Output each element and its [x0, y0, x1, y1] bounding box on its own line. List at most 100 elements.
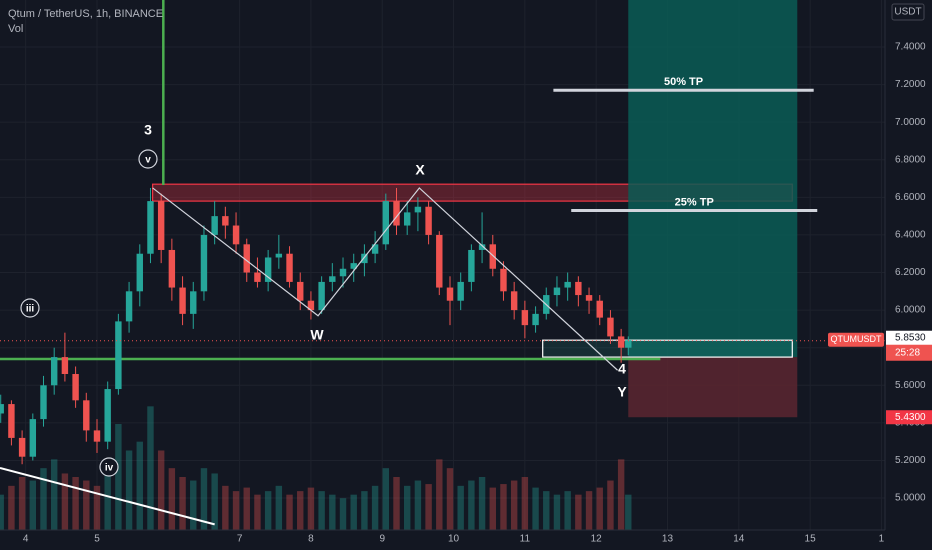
candle-body	[93, 430, 101, 442]
y-tick-label: 6.4000	[895, 230, 926, 241]
zone	[542, 339, 793, 358]
volume-bar	[286, 494, 293, 530]
wave-label: 4	[618, 361, 626, 377]
candle-body	[29, 419, 37, 457]
currency[interactable]: USDT	[894, 7, 921, 18]
candle-body	[403, 212, 411, 226]
volume-label: Vol	[8, 23, 23, 35]
candle-body	[18, 437, 26, 457]
x-tick-label: 5	[94, 534, 100, 545]
candle-body	[222, 216, 229, 226]
volume-bar	[350, 494, 357, 530]
volume-bar	[8, 485, 15, 530]
candle-body	[564, 281, 571, 288]
price-tag-label: 5.4300	[895, 412, 926, 423]
volume-bar	[18, 477, 26, 530]
candle-body	[243, 244, 250, 273]
candle-body	[382, 201, 390, 245]
candle-body	[414, 206, 422, 213]
volume-bar	[61, 473, 69, 530]
volume-bar	[157, 450, 165, 530]
volume-bar	[50, 459, 58, 530]
wave-zigzag	[152, 187, 618, 371]
volume-bar	[297, 491, 304, 530]
price-tag	[886, 330, 932, 345]
volume-bar	[436, 459, 443, 530]
volume-bar	[500, 484, 507, 530]
y-tick-label: 6.8000	[895, 154, 926, 165]
x-tick-label: 12	[591, 534, 603, 545]
volume-bar	[457, 485, 464, 530]
volume-bar	[115, 424, 122, 530]
price-tag	[886, 410, 932, 425]
wave-label: X	[415, 162, 425, 178]
candle-body	[275, 253, 283, 258]
x-tick-label: 9	[379, 534, 385, 545]
candle-body	[318, 281, 325, 311]
volume-bar	[179, 477, 186, 530]
volume-bar	[489, 487, 496, 530]
candle-body	[147, 201, 154, 254]
volume-bar	[190, 480, 197, 530]
candle-body	[125, 291, 133, 322]
x-tick-label: 11	[520, 534, 531, 545]
currency-box[interactable]	[891, 3, 925, 21]
y-tick-label: 6.0000	[895, 305, 926, 316]
x-tick-label: 10	[448, 534, 460, 545]
y-tick-label: 7.2000	[895, 79, 926, 90]
candle-body	[371, 244, 379, 254]
volume-bar	[521, 477, 529, 530]
volume-bar	[625, 494, 632, 530]
y-tick-label: 5.2000	[895, 455, 926, 466]
candle-body	[339, 268, 347, 277]
volume-bar	[414, 480, 422, 530]
candle-body	[232, 225, 240, 245]
wave-label: Y	[617, 384, 627, 400]
y-tick-label: 7.4000	[895, 42, 926, 53]
volume-bar	[104, 459, 111, 530]
symbol-tag	[828, 332, 884, 347]
volume-bar	[93, 485, 101, 530]
countdown: 25:28	[895, 347, 920, 358]
candle-body	[521, 310, 529, 326]
candle-body	[478, 244, 486, 250]
y-tick-label: 5.0000	[895, 493, 926, 504]
volume-bar	[382, 468, 390, 530]
candle-body	[553, 287, 561, 296]
candle-body	[393, 201, 400, 226]
candle-body	[585, 295, 593, 301]
candle-body	[625, 340, 632, 348]
zone	[628, 357, 798, 418]
target-label: 50% TP	[664, 76, 703, 88]
volume-bar	[168, 468, 176, 530]
candle-body	[617, 336, 625, 348]
wave-label: W	[310, 327, 324, 343]
x-tick-label: 14	[733, 534, 745, 545]
candle-body	[286, 253, 293, 282]
volume-bar	[553, 494, 561, 530]
volume-bar	[232, 491, 240, 530]
wave-circle	[20, 298, 40, 318]
price-tag-label: 5.8530	[895, 332, 926, 343]
candle-body	[40, 385, 47, 420]
volume-bar	[446, 468, 454, 530]
candle-body	[50, 357, 58, 386]
candle-body	[179, 287, 186, 314]
volume-bar	[532, 487, 539, 530]
volume-bar	[596, 487, 603, 530]
volume-bar	[72, 477, 79, 530]
candle-body	[457, 281, 464, 301]
wave-label: 3	[144, 122, 152, 138]
y-tick-label: 6.6000	[895, 192, 926, 203]
volume-bar	[329, 494, 336, 530]
candle-body	[510, 291, 518, 311]
candle-body	[575, 281, 582, 296]
candle-body	[596, 300, 603, 318]
candle-body	[61, 357, 69, 375]
x-tick-label: 4	[23, 534, 29, 545]
volume-bar	[339, 498, 347, 530]
candle-body	[72, 374, 79, 401]
volume-bar	[254, 494, 261, 530]
volume-bar	[136, 441, 143, 530]
